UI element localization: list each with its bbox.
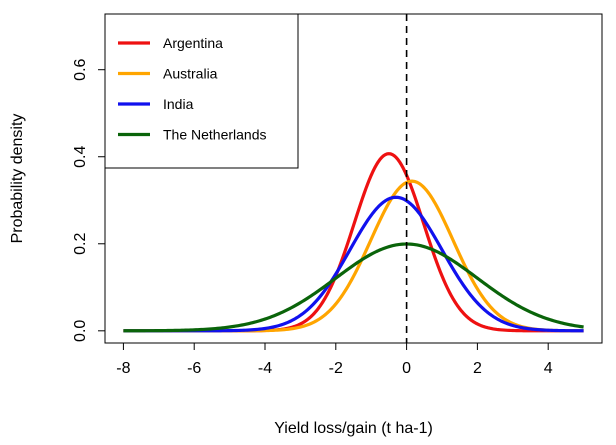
axes: -8 -6 -4 -2 0 2 4 0.0 0.2 0.4 0.6 bbox=[72, 13, 603, 377]
legend-box bbox=[104, 13, 299, 169]
legend-label: The Netherlands bbox=[163, 127, 267, 143]
plot-area bbox=[123, 14, 584, 343]
x-tick-label: -4 bbox=[258, 360, 272, 377]
y-tick-label: 0.4 bbox=[72, 146, 89, 168]
legend: Argentina Australia India The Netherlands bbox=[104, 13, 299, 169]
series-line-the-netherlands bbox=[123, 242, 584, 333]
x-tick-label: 0 bbox=[402, 360, 411, 377]
series-line-australia bbox=[123, 179, 584, 333]
legend-label: India bbox=[163, 96, 194, 112]
x-tick-label: -2 bbox=[329, 360, 343, 377]
legend-label: Argentina bbox=[163, 35, 223, 51]
x-tick-label: 4 bbox=[544, 360, 553, 377]
plot-frame bbox=[104, 13, 603, 344]
y-axis-title: Probability density bbox=[9, 114, 26, 244]
y-tick-label: 0.2 bbox=[72, 233, 89, 255]
x-axis-title: Yield loss/gain (t ha-1) bbox=[274, 420, 433, 437]
x-tick-label: 2 bbox=[473, 360, 482, 377]
y-tick-label: 0.0 bbox=[72, 320, 89, 342]
y-tick-label: 0.6 bbox=[72, 58, 89, 80]
x-tick-label: -6 bbox=[187, 360, 201, 377]
legend-label: Australia bbox=[163, 66, 218, 82]
x-tick-label: -8 bbox=[116, 360, 130, 377]
